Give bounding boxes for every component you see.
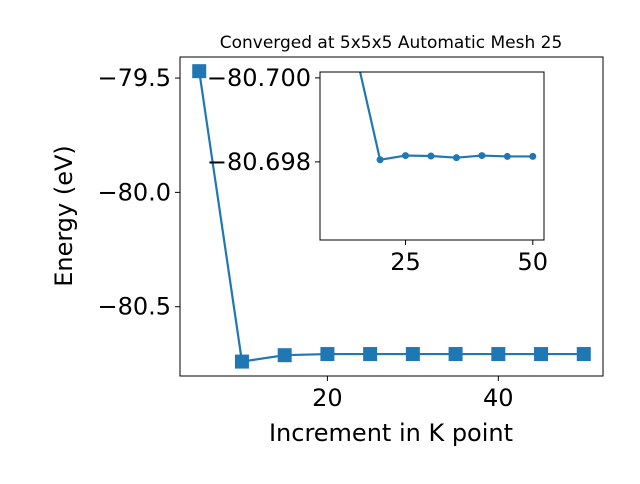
y-tick-label: −80.700 <box>207 64 311 92</box>
marker <box>427 152 435 160</box>
marker <box>491 347 506 362</box>
marker <box>576 347 591 362</box>
marker <box>363 347 378 362</box>
y-tick-label: −80.0 <box>97 178 171 206</box>
marker <box>452 154 460 162</box>
marker <box>534 347 549 362</box>
plot-clip <box>358 72 537 164</box>
x-tick-label: 50 <box>518 248 549 276</box>
line <box>198 71 584 363</box>
x-tick-label: 20 <box>312 384 343 412</box>
line <box>358 72 533 162</box>
y-tick-label: −80.5 <box>97 293 171 321</box>
marker <box>478 152 486 160</box>
marker <box>376 156 384 164</box>
marker <box>402 152 410 160</box>
x-tick-label: 25 <box>390 248 421 276</box>
marker <box>320 347 335 362</box>
marker <box>405 347 420 362</box>
marker <box>503 152 511 160</box>
x-tick-label: 40 <box>483 384 514 412</box>
axes-frame <box>179 56 604 377</box>
chart-title: Converged at 5x5x5 Automatic Mesh 25 <box>220 33 563 53</box>
y-tick-label: −79.5 <box>97 64 171 92</box>
marker <box>234 354 249 369</box>
marker <box>448 347 463 362</box>
y-tick-label: −80.698 <box>207 148 311 176</box>
axes-frame <box>319 71 545 241</box>
x-axis-label: Increment in K point <box>269 419 513 447</box>
marker <box>277 348 292 363</box>
plot-clip <box>192 64 591 369</box>
marker <box>192 64 207 79</box>
marker <box>529 152 537 160</box>
y-axis-label: Energy (eV) <box>50 145 78 287</box>
